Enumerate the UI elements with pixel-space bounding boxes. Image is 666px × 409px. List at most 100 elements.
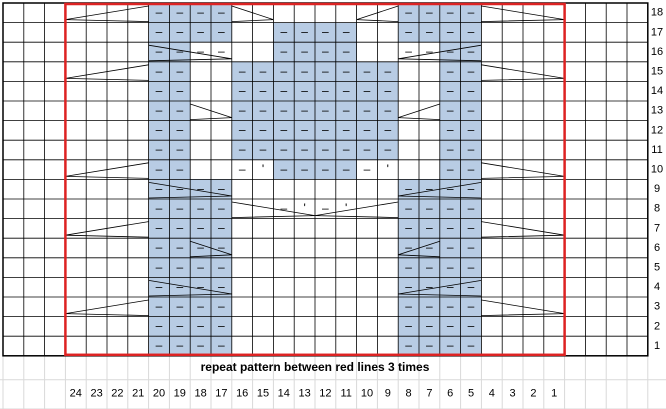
stitch-symbol: – <box>384 64 391 78</box>
shaded-cell <box>211 199 232 219</box>
shaded-cell <box>439 120 461 141</box>
shaded-cell <box>419 22 440 43</box>
shaded-cell <box>335 61 357 82</box>
column-number: 8 <box>406 388 412 400</box>
cable-symbol <box>148 182 232 199</box>
cable-symbol <box>148 280 232 297</box>
column-number: 20 <box>153 388 165 400</box>
shaded-cell <box>460 120 482 141</box>
stitch-symbol: – <box>405 240 412 254</box>
stitch-symbol: – <box>405 181 412 195</box>
shaded-cell <box>419 336 440 356</box>
stitch-symbol: – <box>280 44 287 58</box>
shaded-cell <box>148 199 170 219</box>
shaded-cell <box>356 101 378 121</box>
stitch-symbol: – <box>156 142 163 156</box>
shaded-cell <box>190 277 211 297</box>
shaded-cell <box>190 179 211 199</box>
stitch-symbol: – <box>447 279 454 293</box>
stitch-symbol: – <box>218 44 225 58</box>
stitch-symbol: – <box>343 162 350 176</box>
shaded-cell <box>231 61 253 82</box>
stitch-symbol: – <box>405 25 412 39</box>
stitch-symbol: – <box>156 338 163 352</box>
shaded-cell <box>252 81 274 101</box>
stitch-symbol: – <box>426 221 433 235</box>
shaded-cell <box>335 81 357 101</box>
stitch-symbol: – <box>426 319 433 333</box>
stitch-symbol: – <box>239 103 246 117</box>
stitch-symbol: – <box>322 83 329 97</box>
shaded-cell <box>439 257 461 278</box>
stitch-symbol: – <box>176 221 183 235</box>
stitch-symbol: – <box>384 123 391 137</box>
stitch-symbol: – <box>468 162 475 176</box>
shaded-cell <box>148 257 170 278</box>
shaded-cell <box>211 277 232 297</box>
shaded-cell <box>190 199 211 219</box>
column-number: 22 <box>111 388 123 400</box>
stitch-symbol: – <box>176 319 183 333</box>
stitch-symbol: – <box>468 83 475 97</box>
shaded-cell <box>460 61 482 82</box>
stitch-symbol: – <box>447 142 454 156</box>
stitch-symbol: – <box>343 83 350 97</box>
shaded-cell <box>211 3 232 23</box>
shaded-cell <box>335 159 357 180</box>
shaded-cell <box>169 140 191 160</box>
stitch-symbol: – <box>468 338 475 352</box>
stitch-symbol: – <box>218 260 225 274</box>
stitch-symbol: – <box>176 181 183 195</box>
stitch-symbol: – <box>343 142 350 156</box>
shaded-cell <box>148 120 170 141</box>
stitch-symbol: – <box>468 25 475 39</box>
column-number: 9 <box>385 388 391 400</box>
stitch-symbol: – <box>280 25 287 39</box>
shaded-cell <box>460 179 482 199</box>
stitch-symbol: – <box>426 25 433 39</box>
shaded-cell <box>315 61 336 82</box>
cable-symbol <box>398 182 482 199</box>
repeat-box <box>64 2 566 357</box>
stitch-symbol: – <box>218 279 225 293</box>
shaded-cell <box>315 120 336 141</box>
shaded-cell <box>211 297 232 317</box>
stitch-symbol: – <box>301 25 308 39</box>
shaded-cell <box>398 199 419 219</box>
stitch-symbol: – <box>426 181 433 195</box>
stitch-symbol: – <box>156 299 163 313</box>
column-number: 10 <box>361 388 373 400</box>
cable-symbol <box>314 201 399 218</box>
shaded-cell <box>419 199 440 219</box>
stitch-symbol: – <box>405 279 412 293</box>
stitch-symbol: – <box>176 279 183 293</box>
row-number: 18 <box>651 7 663 19</box>
shaded-cell <box>273 81 295 101</box>
stitch-symbol: – <box>468 181 475 195</box>
cable-symbol <box>190 240 232 258</box>
stitch-symbol: – <box>218 5 225 19</box>
stitch-symbol: – <box>322 44 329 58</box>
shaded-cell <box>460 277 482 297</box>
stitch-symbol: – <box>260 83 267 97</box>
shaded-cell <box>377 81 399 101</box>
shaded-cell <box>148 101 170 121</box>
stitch-symbol: – <box>176 260 183 274</box>
stitch-symbol: – <box>156 319 163 333</box>
shaded-cell <box>211 336 232 356</box>
cable-symbol <box>398 280 482 297</box>
stitch-symbol: – <box>197 201 204 215</box>
stitch-symbol: – <box>176 103 183 117</box>
column-number: 16 <box>236 388 248 400</box>
shaded-cell <box>419 297 440 317</box>
stitch-symbol: ' <box>262 162 264 176</box>
column-number: 14 <box>278 388 290 400</box>
shaded-cell <box>460 238 482 258</box>
stitch-symbol: – <box>426 5 433 19</box>
shaded-cell <box>460 316 482 337</box>
shaded-cell <box>294 101 315 121</box>
shaded-cell <box>439 297 461 317</box>
stitch-symbol: – <box>280 142 287 156</box>
stitch-symbol: – <box>447 5 454 19</box>
